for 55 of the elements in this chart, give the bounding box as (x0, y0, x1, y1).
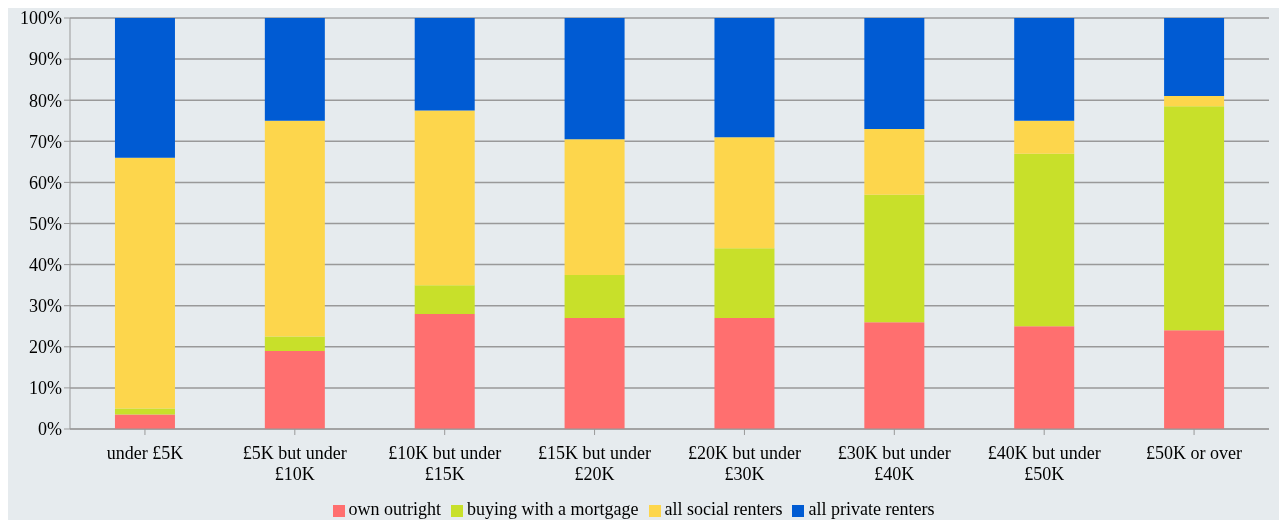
x-tick-label: £40K but under £50K (987, 443, 1101, 484)
x-tick-label: £15K but under £20K (538, 443, 652, 484)
bar (714, 18, 775, 138)
legend-label: all social renters (664, 499, 783, 519)
x-tick-label: £30K but under £40K (837, 443, 951, 484)
bar (264, 120, 325, 337)
y-tick-label: 100% (20, 8, 62, 29)
bar (414, 110, 475, 286)
y-tick-label: 90% (29, 49, 62, 70)
bar (564, 274, 625, 319)
bar (1164, 96, 1225, 107)
y-tick-label: 80% (29, 90, 62, 111)
bar (414, 285, 475, 314)
bar (864, 322, 925, 429)
bar (1164, 330, 1225, 429)
y-tick-label: 20% (29, 337, 62, 358)
bar (114, 414, 175, 429)
bar (1014, 326, 1075, 429)
y-tick-label: 60% (29, 172, 62, 193)
bar (714, 137, 775, 249)
bar (114, 18, 175, 158)
y-tick-label: 10% (29, 378, 62, 399)
bar (1164, 106, 1225, 331)
legend-label: own outright (348, 499, 442, 519)
bar (414, 313, 475, 429)
x-tick-label: £10K but under £15K (388, 443, 502, 484)
y-tick-label: 50% (29, 213, 62, 234)
legend-label: all private renters (808, 499, 935, 519)
x-tick-label: £20K but under £30K (687, 443, 801, 484)
bar (714, 318, 775, 429)
bar (564, 139, 625, 275)
bar (1164, 18, 1225, 97)
bar (564, 18, 625, 140)
bar (864, 194, 925, 323)
x-tick-label: £50K or over (1146, 443, 1243, 463)
bar (714, 248, 775, 319)
bar (114, 157, 175, 409)
y-tick-label: 30% (29, 296, 62, 317)
bar (114, 408, 175, 415)
legend-label: buying with a mortgage (467, 499, 639, 519)
bar (264, 350, 325, 429)
bar (414, 18, 475, 111)
x-tick-label: under £5K (106, 443, 184, 463)
bar (564, 318, 625, 429)
bar (1014, 153, 1075, 327)
bar (864, 128, 925, 195)
y-tick-label: 40% (29, 254, 62, 275)
y-tick-label: 70% (29, 131, 62, 152)
bar (264, 18, 325, 121)
bar (264, 336, 325, 351)
y-tick-label: 0% (38, 419, 62, 440)
bar (1014, 18, 1075, 121)
bar (1014, 120, 1075, 154)
x-tick-label: £5K but under £10K (242, 443, 347, 484)
bar (864, 18, 925, 129)
